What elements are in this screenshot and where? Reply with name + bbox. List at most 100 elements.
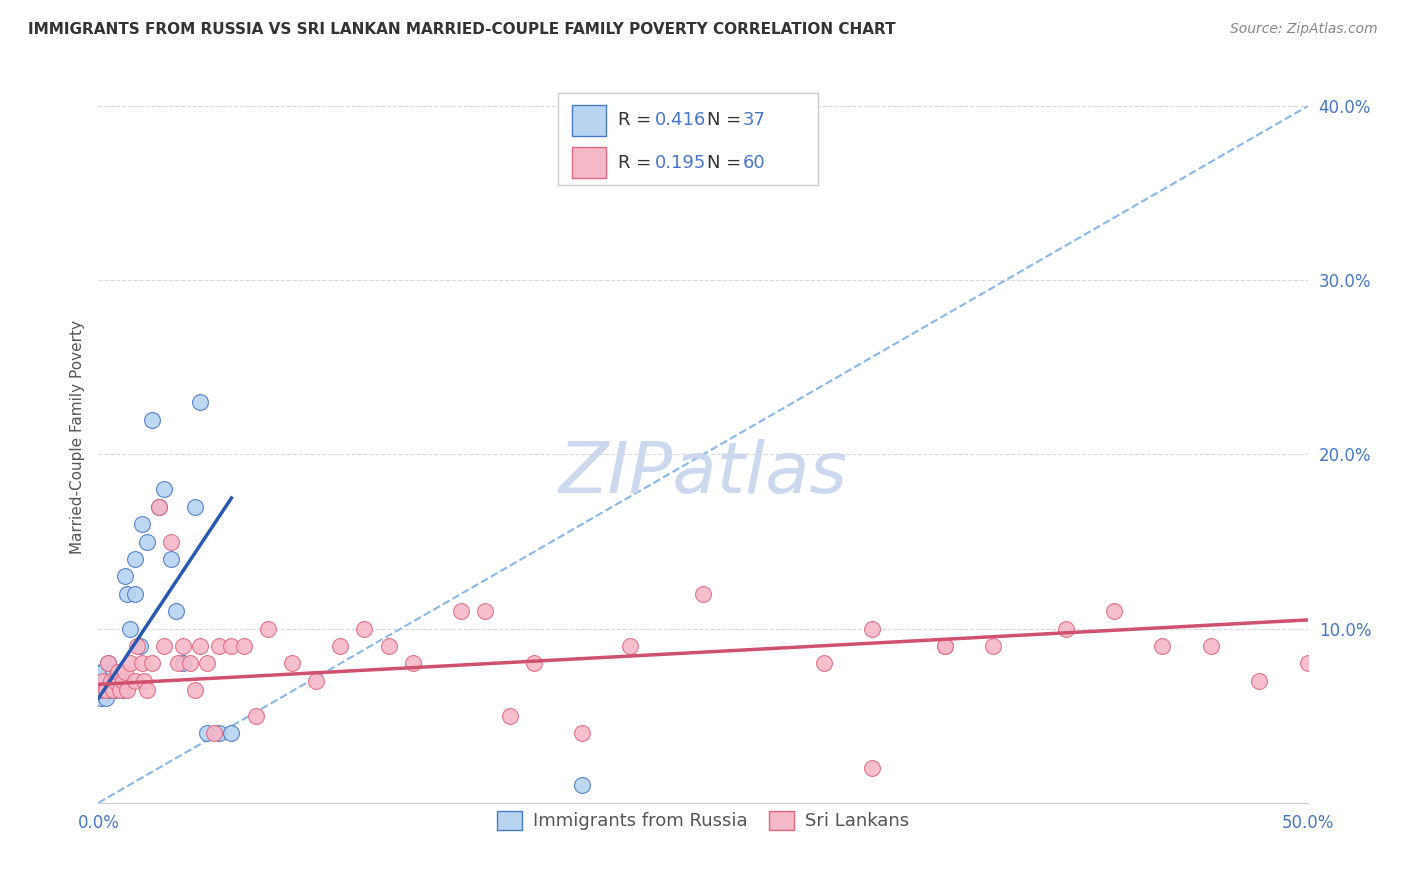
Point <box>117 682 139 697</box>
Point <box>111 673 134 688</box>
Text: R =: R = <box>619 153 658 172</box>
Point <box>104 673 127 688</box>
Point <box>377 639 399 653</box>
Point <box>127 639 149 653</box>
Point <box>179 657 201 671</box>
Point <box>134 673 156 688</box>
Text: 37: 37 <box>742 112 766 129</box>
Point <box>232 639 254 653</box>
Text: ZIPatlas: ZIPatlas <box>558 439 848 508</box>
Point <box>981 639 1004 653</box>
Point <box>221 639 243 653</box>
Text: 0.416: 0.416 <box>655 112 706 129</box>
Point <box>619 639 641 653</box>
Point <box>281 657 304 671</box>
Point <box>100 673 122 688</box>
Point <box>305 673 328 688</box>
Point <box>131 657 153 671</box>
Text: 0.195: 0.195 <box>655 153 706 172</box>
Point <box>165 604 187 618</box>
Point <box>107 673 129 688</box>
Text: R =: R = <box>619 112 658 129</box>
Point <box>571 778 593 792</box>
Point <box>692 587 714 601</box>
Point <box>184 500 207 514</box>
Point <box>94 673 117 688</box>
Point <box>108 665 131 680</box>
Point <box>152 639 174 653</box>
Point <box>91 673 114 688</box>
Y-axis label: Married-Couple Family Poverty: Married-Couple Family Poverty <box>69 320 84 554</box>
Point <box>111 682 134 697</box>
Point <box>160 534 183 549</box>
Point <box>91 673 114 688</box>
Point <box>245 708 267 723</box>
Point <box>450 604 472 618</box>
Point <box>329 639 352 653</box>
Point <box>1054 622 1077 636</box>
Point <box>402 657 425 671</box>
Point <box>860 761 883 775</box>
Point <box>101 682 124 697</box>
Point <box>124 552 146 566</box>
Point <box>90 682 112 697</box>
Point <box>107 665 129 680</box>
Point <box>160 552 183 566</box>
Point <box>90 673 112 688</box>
Text: N =: N = <box>707 153 747 172</box>
Point <box>188 639 211 653</box>
Point <box>1152 639 1174 653</box>
Point <box>172 657 194 671</box>
Point <box>221 726 243 740</box>
Point <box>353 622 375 636</box>
Point <box>152 483 174 497</box>
Point <box>91 665 114 680</box>
Point <box>571 726 593 740</box>
Text: IMMIGRANTS FROM RUSSIA VS SRI LANKAN MARRIED-COUPLE FAMILY POVERTY CORRELATION C: IMMIGRANTS FROM RUSSIA VS SRI LANKAN MAR… <box>28 22 896 37</box>
Point <box>100 673 122 688</box>
Point <box>813 657 835 671</box>
Point <box>135 534 157 549</box>
Point <box>208 726 231 740</box>
Point <box>195 726 218 740</box>
Point <box>141 412 163 426</box>
Text: Source: ZipAtlas.com: Source: ZipAtlas.com <box>1230 22 1378 37</box>
Point <box>97 657 120 671</box>
Point <box>94 682 117 697</box>
Point <box>114 569 136 583</box>
Point <box>124 673 146 688</box>
Point <box>124 587 146 601</box>
Point <box>1296 657 1319 671</box>
Point <box>523 657 546 671</box>
Point <box>148 500 170 514</box>
Point <box>934 639 956 653</box>
Point <box>118 657 141 671</box>
Point <box>90 665 112 680</box>
Point <box>184 682 207 697</box>
Point <box>128 639 150 653</box>
Point <box>256 622 278 636</box>
FancyBboxPatch shape <box>558 94 818 185</box>
Point <box>204 726 226 740</box>
Point <box>498 708 520 723</box>
Point <box>97 657 120 671</box>
Point <box>1249 673 1271 688</box>
Point <box>1102 604 1125 618</box>
Legend: Immigrants from Russia, Sri Lankans: Immigrants from Russia, Sri Lankans <box>489 804 917 838</box>
Point <box>172 639 194 653</box>
Point <box>114 665 136 680</box>
Point <box>111 673 134 688</box>
FancyBboxPatch shape <box>572 105 606 136</box>
Point <box>208 639 231 653</box>
Point <box>188 395 211 409</box>
Point <box>90 691 112 706</box>
FancyBboxPatch shape <box>572 147 606 178</box>
Point <box>474 604 496 618</box>
Text: 60: 60 <box>742 153 765 172</box>
Point <box>195 657 218 671</box>
Point <box>167 657 190 671</box>
Point <box>94 691 117 706</box>
Point <box>101 665 124 680</box>
Point <box>131 517 153 532</box>
Point <box>118 622 141 636</box>
